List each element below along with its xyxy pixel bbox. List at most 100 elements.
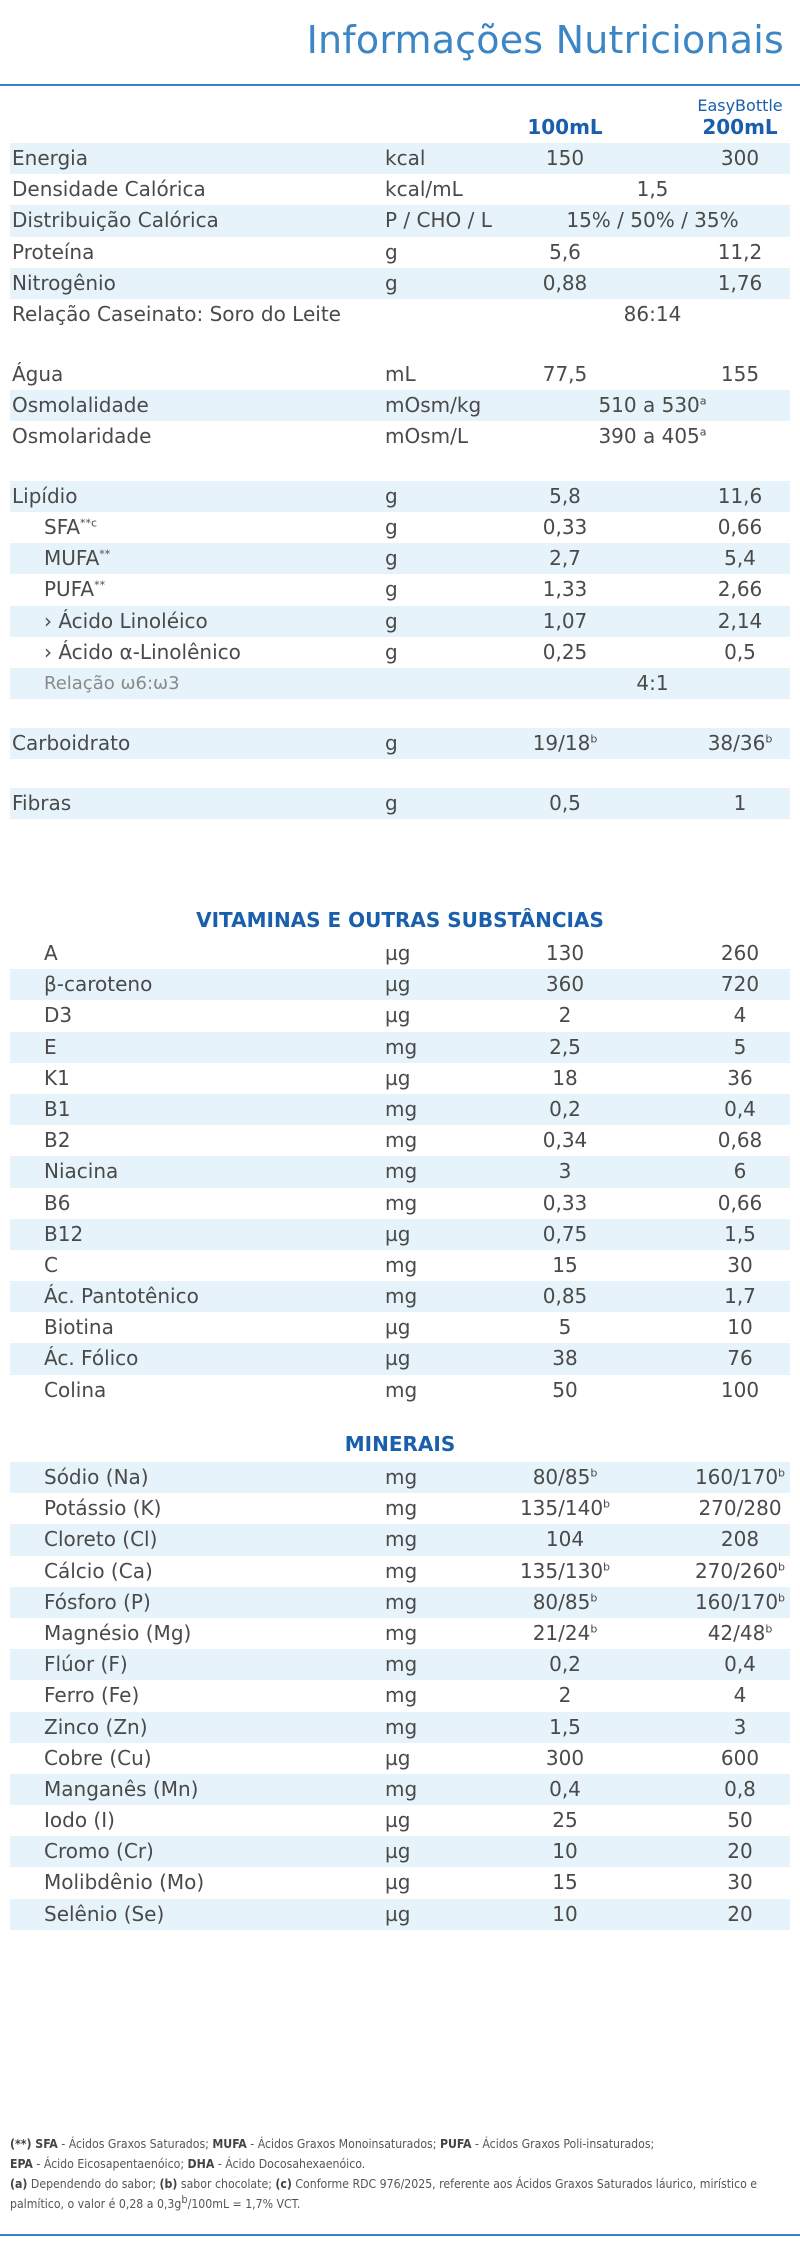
footnote-key: (b): [159, 2177, 178, 2191]
row-spacer: [10, 452, 790, 481]
row-unit: mg: [385, 1465, 418, 1489]
row-value-200ml: 76: [675, 1343, 800, 1374]
row-value-100ml: 2,7: [500, 543, 630, 574]
row-unit: mg: [385, 1496, 418, 1521]
row-value-200ml-text: 0,8: [724, 1776, 756, 1801]
row-name-text: Fibras: [12, 790, 72, 815]
row-unit: µg: [385, 972, 411, 997]
row-name-text: B12: [44, 1221, 84, 1246]
row-unit: mg: [385, 1714, 418, 1739]
row-unit: mg: [385, 1034, 418, 1059]
row-value-100ml: 10: [500, 1899, 630, 1930]
row-value-200ml-sup: b: [778, 1466, 786, 1480]
row-value-100ml-text: 38: [552, 1346, 578, 1371]
row-value-100ml: 360: [500, 969, 630, 1000]
row-name: B1: [44, 1094, 70, 1125]
row-name-text: Iodo (I): [44, 1808, 115, 1833]
row-value-100ml: 15: [500, 1867, 630, 1898]
row-name-text: Potássio (K): [44, 1496, 162, 1521]
row-name-text: Densidade Calórica: [12, 177, 206, 202]
table-row: Potássio (K) mg 135/140b 270/280: [10, 1493, 790, 1524]
row-value-200ml-text: 1,76: [717, 270, 763, 295]
row-unit: kcal/mL: [385, 177, 463, 202]
row-name: Iodo (I): [44, 1805, 115, 1836]
row-value-combined-text: 510 a 530: [598, 392, 700, 417]
row-value-100ml: 38: [500, 1343, 630, 1374]
row-value-200ml-text: 11,6: [717, 483, 763, 508]
table-row: Selênio (Se) µg 10 20: [10, 1898, 790, 1930]
row-value-200ml-text: 42/48: [707, 1620, 766, 1645]
row-value-100ml-text: 15: [552, 1252, 578, 1277]
row-name: Potássio (K): [44, 1493, 161, 1524]
row-name: Niacina: [44, 1156, 118, 1187]
row-name: A: [44, 938, 58, 969]
row-value-200ml: 30: [675, 1250, 800, 1281]
row-value-200ml-text: 4: [733, 1003, 747, 1028]
row-value-combined-text: 86:14: [623, 301, 682, 326]
table-row: Osmolaridade mOsm/L 390 a 405a: [10, 421, 790, 452]
row-unit: mg: [385, 1284, 418, 1309]
row-name: Carboidrato: [12, 728, 130, 759]
row-name: Ferro (Fe): [44, 1680, 139, 1711]
row-value-100ml-sup: b: [590, 732, 598, 746]
row-unit: µg: [385, 941, 411, 965]
row-name: Zinco (Zn): [44, 1712, 148, 1743]
footnote-key: EPA: [10, 2157, 33, 2171]
row-unit: g: [385, 483, 398, 508]
row-name-text: › Ácido Linoléico: [44, 608, 208, 633]
row-value-100ml-text: 135/130: [519, 1558, 604, 1583]
row-value-combined-text: 1,5: [636, 177, 669, 202]
row-value-combined-sup: a: [699, 425, 707, 439]
row-value-100ml: 2: [500, 1000, 630, 1031]
table-row: SFA**c g 0,33 0,66: [10, 512, 790, 543]
table-row: › Ácido Linoléico g 1,07 2,14: [10, 605, 790, 637]
table-row: B12 µg 0,75 1,5: [10, 1218, 790, 1250]
footnote-text: - Ácido Docosahexaenóico.: [214, 2157, 366, 2171]
row-value-100ml: 5: [500, 1312, 630, 1343]
table-row: Lipídio g 5,8 11,6: [10, 480, 790, 513]
row-name: Fósforo (P): [44, 1587, 151, 1618]
row-name-text: Carboidrato: [12, 730, 131, 755]
row-unit: µg: [385, 1870, 411, 1895]
row-value-200ml-text: 1,7: [724, 1284, 756, 1309]
row-name: Densidade Calórica: [12, 174, 206, 205]
row-name-text: Selênio (Se): [44, 1901, 165, 1926]
row-value-200ml-text: 10: [727, 1315, 753, 1340]
row-value-200ml-sup: b: [765, 1622, 773, 1636]
row-name: Cloreto (Cl): [44, 1524, 157, 1555]
row-unit: µg: [385, 1745, 411, 1770]
row-value-100ml-text: 1,5: [549, 1714, 581, 1739]
row-value-200ml-text: 270/280: [698, 1496, 782, 1521]
row-value-100ml: 2: [500, 1680, 630, 1711]
row-name-text: C: [44, 1252, 58, 1277]
row-name: Cromo (Cr): [44, 1836, 154, 1867]
row-value-100ml: 2,5: [500, 1032, 630, 1063]
vitamins-section-title: VITAMINAS E OUTRAS SUBSTÂNCIAS: [196, 908, 604, 932]
row-value-200ml-sup: b: [778, 1559, 786, 1573]
row-unit: g: [385, 730, 398, 755]
row-value-200ml: 6: [675, 1156, 800, 1187]
row-value-200ml: 3: [675, 1712, 800, 1743]
row-value-100ml: 0,88: [500, 268, 630, 299]
footnote-text: /100mL = 1,7% VCT.: [187, 2197, 301, 2211]
table-row: PUFA** g 1,33 2,66: [10, 574, 790, 605]
row-value-100ml-text: 2,7: [549, 546, 581, 571]
row-value-200ml: 1: [675, 788, 800, 819]
row-name: Proteína: [12, 237, 94, 268]
row-value-100ml: 130: [500, 938, 630, 969]
nutrition-table: Energia kcal 150 300 Densidade Calórica kcal/…: [10, 143, 790, 819]
row-value-200ml-text: 11,2: [717, 239, 763, 264]
footnote-line-3: (a) Dependendo do sabor; (b) sabor choco…: [10, 2174, 792, 2214]
row-value-100ml-text: 135/140: [519, 1496, 604, 1521]
row-value-200ml: 208: [675, 1524, 800, 1555]
row-value-200ml: 0,68: [675, 1125, 800, 1156]
row-value-combined: 1,5: [500, 174, 800, 205]
row-value-100ml-text: 360: [545, 972, 585, 997]
row-value-100ml-text: 0,25: [542, 639, 588, 664]
row-name-text: Nitrogênio: [12, 270, 116, 295]
row-value-100ml-text: 2: [558, 1683, 572, 1708]
row-name-text: A: [44, 941, 58, 965]
table-row: Cálcio (Ca) mg 135/130b 270/260b: [10, 1556, 790, 1587]
